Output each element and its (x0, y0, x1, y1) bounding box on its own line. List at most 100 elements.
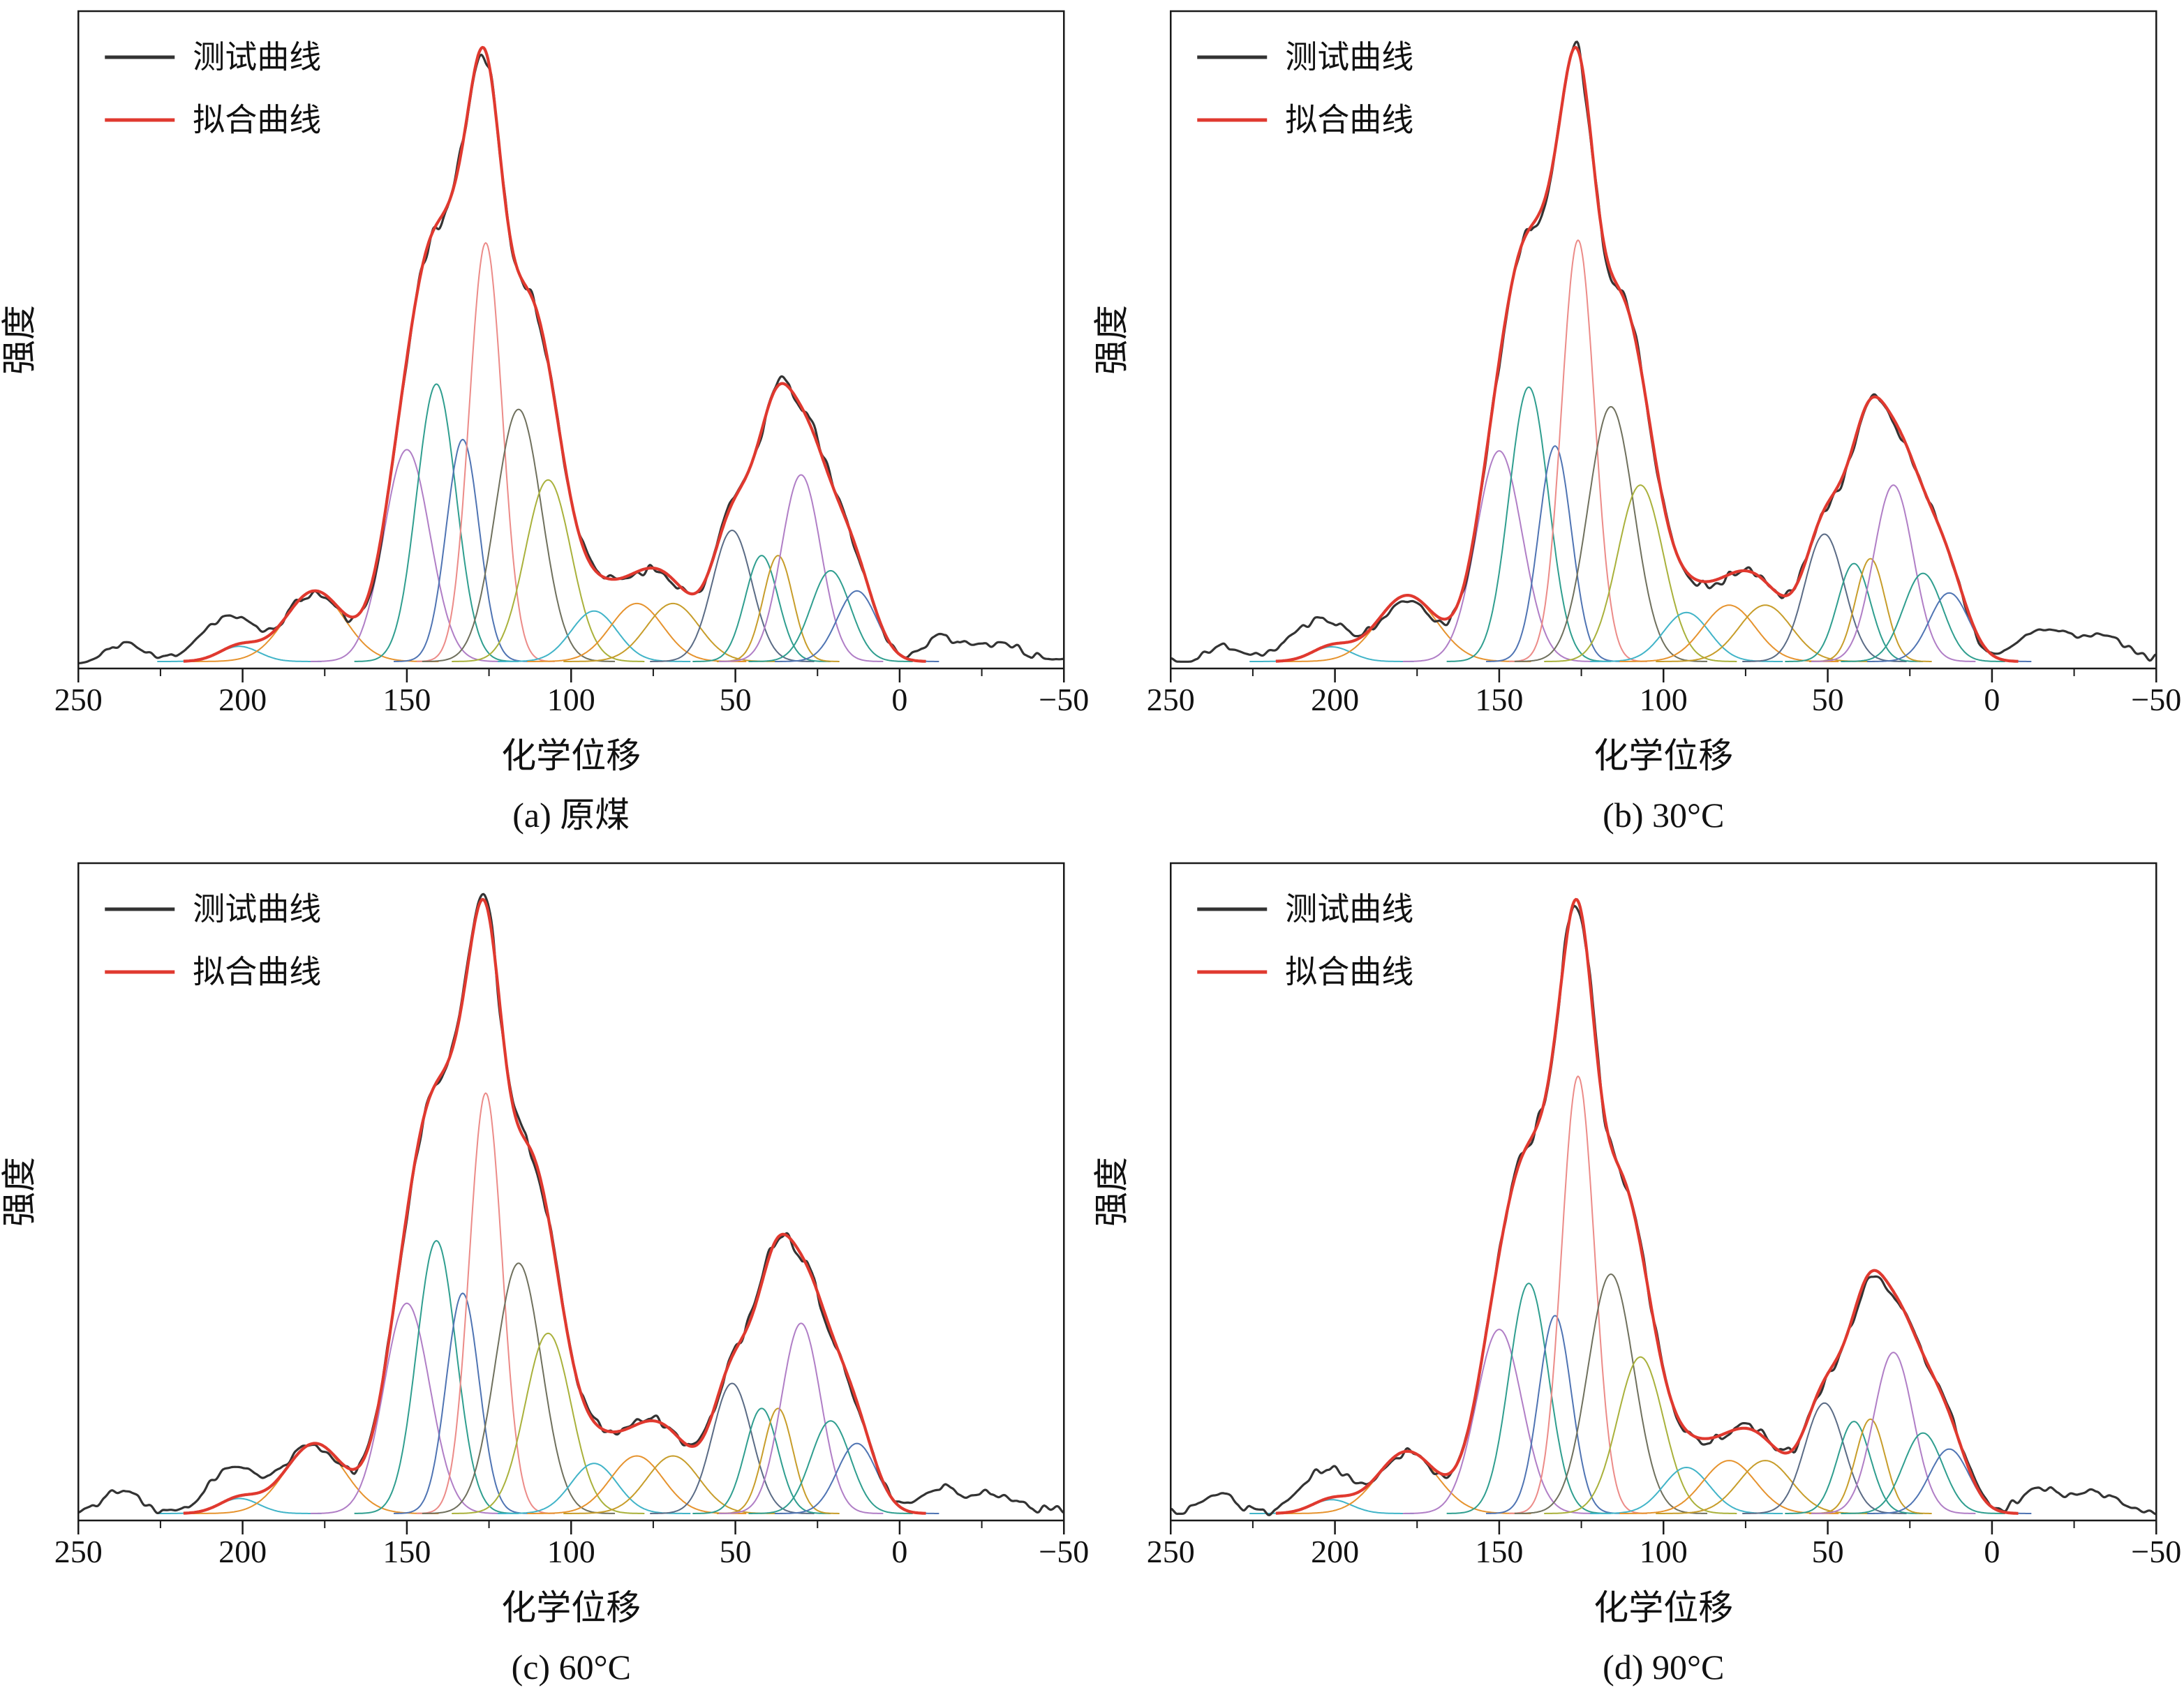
component-curve (1485, 445, 1624, 662)
component-curve (417, 241, 555, 662)
component-curve (393, 1292, 532, 1514)
x-tick-label: 250 (1146, 682, 1194, 717)
panel-caption: (d) 90°C (1603, 1647, 1724, 1687)
axes-a: 250 200 150 100 50 0 −50 (54, 10, 1089, 717)
x-tick-label: 250 (54, 682, 103, 717)
component-curve (354, 1240, 519, 1514)
component-curve (1741, 533, 1907, 662)
x-tick-label: 0 (891, 682, 907, 717)
component-curve (1589, 1466, 1783, 1514)
component-curve (716, 555, 840, 662)
panel-caption: (a) 原煤 (512, 795, 630, 835)
component-curve (1402, 1329, 1596, 1514)
axes-b: 250 200 150 100 50 0 −50 (1146, 10, 2181, 717)
chart-c: 250 200 150 100 50 0 −50 测试曲线 拟合曲线 强度 化学位移 (c)… (0, 862, 1089, 1687)
curves-d (1171, 897, 2155, 1516)
x-tick-label: 100 (1639, 682, 1687, 717)
x-tick-label: 200 (218, 682, 267, 717)
component-curve (1784, 562, 1923, 662)
panel-c: 250 200 150 100 50 0 −50 测试曲线 拟合曲线 强度 化学位移 (c)… (0, 852, 1092, 1704)
component-curve (354, 383, 519, 662)
curves-b (1171, 40, 2155, 663)
fitted-curve (183, 45, 926, 663)
fitted-curve (1275, 897, 2019, 1515)
panel-caption: (b) 30°C (1603, 795, 1724, 835)
component-curve (498, 610, 691, 662)
fitted-curve (183, 897, 926, 1515)
x-axis-label: 化学位移 (1594, 736, 1733, 775)
component-curve (417, 1092, 555, 1514)
component-curve (310, 1302, 504, 1514)
legend: 测试曲线 拟合曲线 (1196, 892, 1413, 990)
component-curve (1543, 1356, 1737, 1514)
x-tick-label: −50 (1039, 1534, 1089, 1569)
panel-d: 250 200 150 100 50 0 −50 测试曲线 拟合曲线 强度 化学位移 (d)… (1092, 852, 2184, 1704)
component-curve (718, 1322, 884, 1514)
legend-label-measured: 测试曲线 (193, 892, 321, 927)
x-tick-label: 150 (1475, 682, 1523, 717)
legend-label-measured: 测试曲线 (193, 40, 321, 75)
x-tick-label: 0 (1984, 1534, 2000, 1569)
x-tick-label: 100 (1639, 1534, 1687, 1569)
chart-d: 250 200 150 100 50 0 −50 测试曲线 拟合曲线 强度 化学位移 (d)… (1092, 862, 2181, 1687)
component-curve (748, 569, 913, 662)
component-curve (498, 1463, 691, 1514)
component-curve (1514, 405, 1707, 662)
component-curve (1543, 484, 1737, 662)
component-curve (1808, 1418, 1932, 1514)
x-axis-label: 化学位移 (1594, 1588, 1733, 1627)
component-curve (650, 529, 815, 662)
component-curve (1741, 1402, 1907, 1514)
legend: 测试曲线 拟合曲线 (1196, 40, 1413, 138)
component-curve (1840, 1432, 2005, 1514)
x-tick-label: 50 (720, 1534, 752, 1569)
component-curve (422, 1262, 616, 1514)
component-curve (452, 479, 645, 662)
legend-label-fitted: 拟合曲线 (193, 103, 321, 138)
component-curve (1446, 1283, 1611, 1514)
chart-b: 250 200 150 100 50 0 −50 测试曲线 拟合曲线 强度 化学位移 (b)… (1092, 10, 2181, 835)
x-tick-label: 200 (218, 1534, 267, 1569)
component-curve (718, 474, 884, 662)
x-axis-label: 化学位移 (501, 1588, 641, 1627)
panel-b: 250 200 150 100 50 0 −50 测试曲线 拟合曲线 强度 化学位移 (b)… (1092, 0, 2184, 852)
legend-label-fitted: 拟合曲线 (1285, 955, 1413, 990)
component-curve (1840, 572, 2005, 662)
legend-label-measured: 测试曲线 (1285, 892, 1413, 927)
component-curve (748, 1420, 913, 1514)
y-axis-label: 强度 (1092, 305, 1131, 375)
x-tick-label: 150 (382, 1534, 431, 1569)
curves-c (79, 892, 1064, 1515)
y-axis-label: 强度 (0, 1157, 38, 1227)
x-tick-label: −50 (2131, 682, 2181, 717)
x-tick-label: −50 (1039, 682, 1089, 717)
curves-a (79, 45, 1064, 665)
panel-caption: (c) 60°C (512, 1647, 631, 1687)
component-curve (1808, 558, 1932, 662)
chart-a: 250 200 150 100 50 0 −50 测试曲线 拟合曲线 强度 化学位移 (a)… (0, 10, 1089, 835)
component-curve (1655, 1460, 1875, 1514)
axes-d: 250 200 150 100 50 0 −50 (1146, 862, 2181, 1569)
legend-label-fitted: 拟合曲线 (1285, 103, 1413, 138)
x-tick-label: 50 (720, 682, 752, 717)
component-curve (310, 449, 504, 662)
x-tick-label: 0 (891, 1534, 907, 1569)
component-curve (563, 1455, 783, 1514)
component-curve (1655, 604, 1875, 662)
x-tick-label: 250 (54, 1534, 103, 1569)
axes-c: 250 200 150 100 50 0 −50 (54, 862, 1089, 1569)
fitted-curve (1275, 45, 2019, 663)
component-curve (1508, 1075, 1647, 1514)
x-tick-label: 250 (1146, 1534, 1194, 1569)
x-tick-label: 100 (547, 682, 595, 717)
x-axis-label: 化学位移 (501, 736, 641, 775)
component-curve (716, 1407, 840, 1514)
component-curve (692, 1407, 831, 1514)
component-curve (422, 408, 616, 662)
component-curve (1283, 1451, 1531, 1514)
x-tick-label: 100 (547, 1534, 595, 1569)
component-curve (563, 602, 783, 662)
component-curve (692, 555, 831, 662)
component-curve (393, 438, 532, 662)
